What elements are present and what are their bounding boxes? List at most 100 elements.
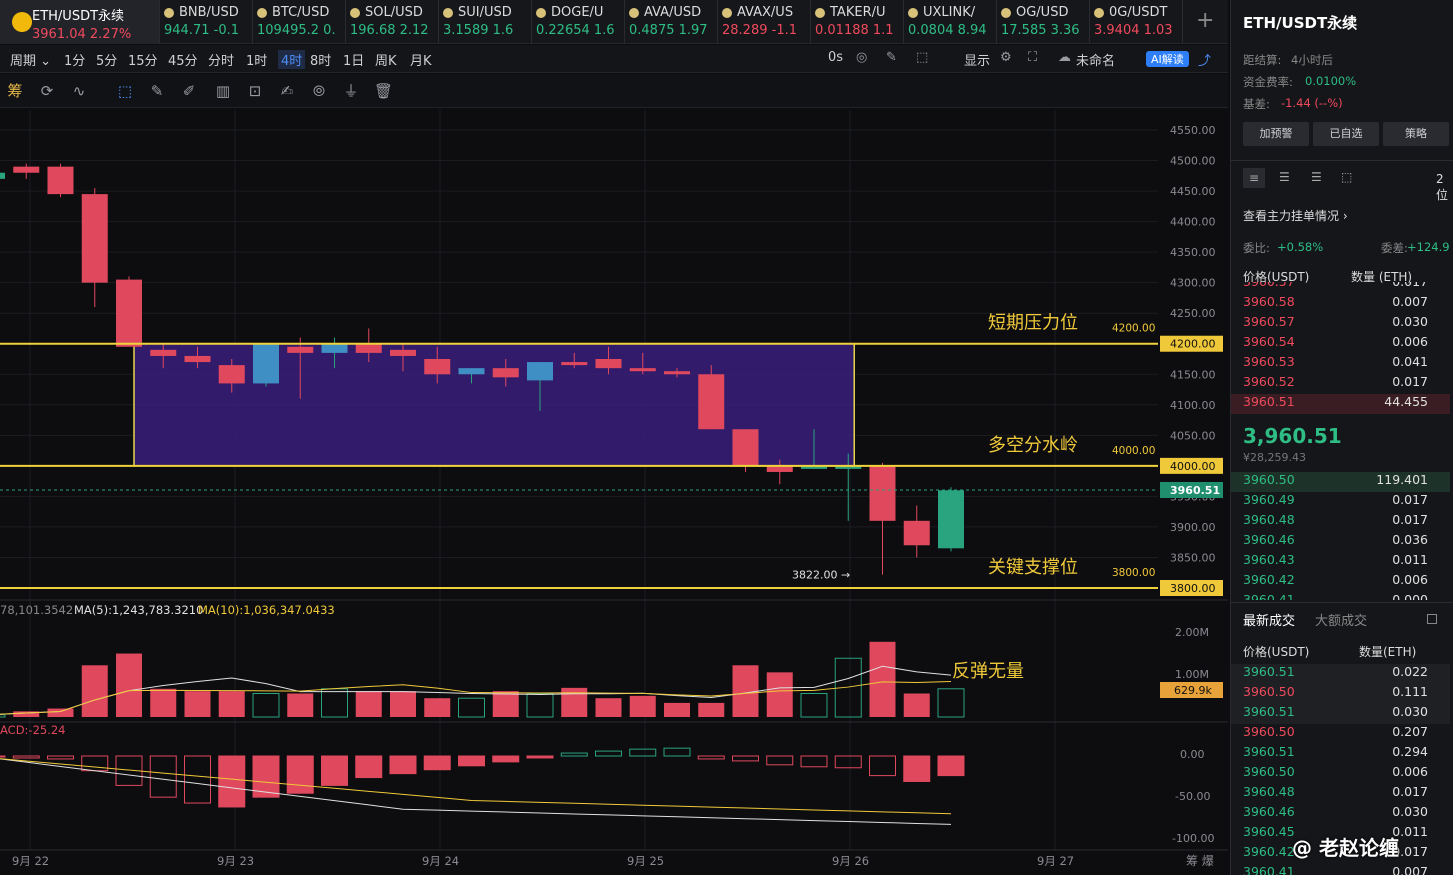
book-row[interactable]: 3960.54 0.006	[1243, 334, 1450, 354]
trade-row: 3960.50 0.111	[1231, 684, 1450, 704]
vol-current-text: 629.9k	[1174, 684, 1212, 697]
kline-chart[interactable]: 4550.00 4500.00 4450.00 4400.00 4350.00 4300.…	[0, 108, 1228, 875]
ticker-tab[interactable]: OG/USD 17.585 3.36	[997, 0, 1090, 44]
period-10[interactable]: 周K	[375, 54, 397, 69]
ticker-symbol-text: SOL/USD	[365, 5, 423, 20]
filter-icon[interactable]: ⏚	[343, 82, 359, 100]
book-row[interactable]: 3960.43 0.011	[1243, 552, 1450, 572]
camera-icon[interactable]: ◎	[856, 50, 868, 65]
period-11[interactable]: 月K	[410, 54, 432, 69]
toolbar-right-1[interactable]: 显示	[964, 54, 991, 69]
cloud-icon[interactable]: ☁	[1058, 50, 1071, 65]
toolbar-right-3[interactable]: AI解读	[1146, 51, 1189, 67]
ticker-tab[interactable]: DOGE/U 0.22654 1.6	[532, 0, 625, 44]
ticker-tab[interactable]: TAKER/U 0.01188 1.1	[811, 0, 904, 44]
book-row[interactable]: 3960.57 0.017	[1243, 282, 1450, 294]
pencil-icon[interactable]: ✎	[150, 82, 164, 100]
select-icon[interactable]: ⬚	[117, 82, 133, 100]
favorited-button[interactable]: 已自选	[1313, 122, 1379, 146]
book-row[interactable]: 3960.42 0.006	[1243, 572, 1450, 592]
main-orders-link[interactable]: 查看主力挂单情况 ›	[1243, 209, 1348, 223]
ticker-change: 1.6	[593, 23, 615, 38]
period-2[interactable]: 5分	[96, 54, 118, 69]
tab-large-trades[interactable]: 大额成交	[1315, 614, 1368, 629]
add-alert-button[interactable]: 加预警	[1243, 122, 1309, 146]
ticker-tab[interactable]: AVA/USD 0.4875 1.97	[625, 0, 718, 44]
ticker-tab[interactable]: BNB/USD 944.71 -0.1	[160, 0, 253, 44]
edit-icon[interactable]: ✍	[280, 82, 294, 100]
draw-icon[interactable]: ✎	[886, 50, 897, 65]
macd-label: ACD:-25.24	[0, 723, 66, 737]
ticker-price: 3.1589 1.6	[443, 23, 527, 38]
period-0[interactable]: 周期 ⌄	[10, 54, 52, 69]
period-9[interactable]: 1日	[343, 54, 365, 69]
ticker-symbol-text: SUI/USD	[458, 5, 512, 20]
book-both-icon[interactable]: ≡	[1243, 168, 1265, 188]
period-4[interactable]: 45分	[168, 54, 198, 69]
brush-icon[interactable]: ✐	[182, 82, 196, 100]
book-price: 3960.43	[1243, 552, 1295, 567]
period-1[interactable]: 1分	[64, 54, 86, 69]
volume-bar	[355, 691, 382, 717]
ticker-tab[interactable]: AVAX/US 28.289 -1.1	[718, 0, 811, 44]
book-row[interactable]: 3960.57 0.030	[1243, 314, 1450, 334]
price-tick: 3850.00	[1170, 551, 1216, 564]
chips-icon[interactable]: 筹	[7, 82, 23, 100]
trade-qty: 0.030	[1392, 704, 1428, 719]
magnet-icon[interactable]: ⦾	[312, 82, 325, 100]
ticker-last: 28.289	[722, 23, 772, 38]
funding-value: 0.0100%	[1305, 74, 1357, 88]
crop-icon[interactable]: ⬚	[916, 50, 929, 65]
toolbar-right-0[interactable]: 0s	[828, 50, 844, 65]
book-asks-icon[interactable]: ☰	[1311, 170, 1322, 184]
filter-checkbox[interactable]	[1427, 614, 1437, 624]
book-row[interactable]: 3960.46 0.036	[1243, 532, 1450, 552]
book-row[interactable]: 3960.52 0.017	[1243, 374, 1450, 394]
depth-select[interactable]: 2位	[1436, 172, 1449, 202]
add-tab-icon[interactable]: +	[1196, 8, 1215, 33]
indicator-icon[interactable]: ∿	[72, 82, 86, 100]
period-5[interactable]: 分时	[208, 54, 235, 69]
candle-body	[218, 365, 245, 384]
period-8[interactable]: 8时	[310, 54, 332, 69]
ticker-price: 944.71 -0.1	[164, 23, 248, 38]
col-price-header: 价格(USDT)	[1243, 270, 1310, 284]
ticker-tab[interactable]: SUI/USD 3.1589 1.6	[439, 0, 532, 44]
fullscreen-icon[interactable]: ⛶	[1028, 50, 1038, 65]
ticker-tab[interactable]: BTC/USD 109495.2 0.	[253, 0, 346, 44]
macd-bar	[81, 755, 109, 772]
share-icon[interactable]: ⤴	[1198, 54, 1212, 69]
lock-icon[interactable]: ⊡	[248, 82, 262, 100]
book-row[interactable]: 3960.49 0.017	[1243, 492, 1450, 512]
ticker-tab[interactable]: ETH/USDT永续 3961.04 2.27%	[0, 0, 160, 44]
ticker-tab[interactable]: SOL/USD 196.68 2.12	[346, 0, 439, 44]
book-row[interactable]: 3960.51 44.455	[1231, 394, 1450, 414]
trade-qty: 0.007	[1392, 864, 1428, 875]
right-panel: ETH/USDT永续 距结算: 4小时后 资金费率: 0.0100% 基差: -…	[1230, 0, 1453, 875]
bars-icon[interactable]: ▥	[215, 82, 231, 100]
low-marker: 3822.00 →	[792, 569, 850, 582]
book-row[interactable]: 3960.41 0.000	[1243, 592, 1450, 600]
book-row[interactable]: 3960.48 0.017	[1243, 512, 1450, 532]
expand-icon[interactable]: ⬚	[1341, 170, 1353, 184]
macd-bar	[12, 755, 40, 759]
book-row[interactable]: 3960.53 0.041	[1243, 354, 1450, 374]
ticker-tab[interactable]: 0G/USDT 3.9404 1.03	[1090, 0, 1183, 44]
gear-icon[interactable]: ⚙	[1000, 50, 1012, 65]
book-bids-icon[interactable]: ☰	[1279, 170, 1290, 184]
macd-bar	[766, 755, 794, 766]
coin-icon	[536, 7, 546, 18]
period-6[interactable]: 1时	[246, 54, 268, 69]
strategy-button[interactable]: 策略	[1383, 122, 1449, 146]
trash-icon[interactable]: 🗑	[374, 82, 394, 100]
toolbar-right-2[interactable]: 未命名	[1076, 54, 1116, 69]
period-3[interactable]: 15分	[128, 54, 158, 69]
ticker-symbol: TAKER/U	[815, 5, 899, 20]
book-row[interactable]: 3960.58 0.007	[1243, 294, 1450, 314]
book-row[interactable]: 3960.50 119.401	[1231, 472, 1450, 492]
tab-latest-trades[interactable]: 最新成交	[1243, 614, 1296, 629]
period-7[interactable]: 4时	[278, 50, 306, 69]
volume-bar	[732, 665, 759, 717]
ticker-tab[interactable]: UXLINK/0.0804 8.94	[904, 0, 997, 44]
refresh-icon[interactable]: ⟳	[40, 82, 54, 100]
